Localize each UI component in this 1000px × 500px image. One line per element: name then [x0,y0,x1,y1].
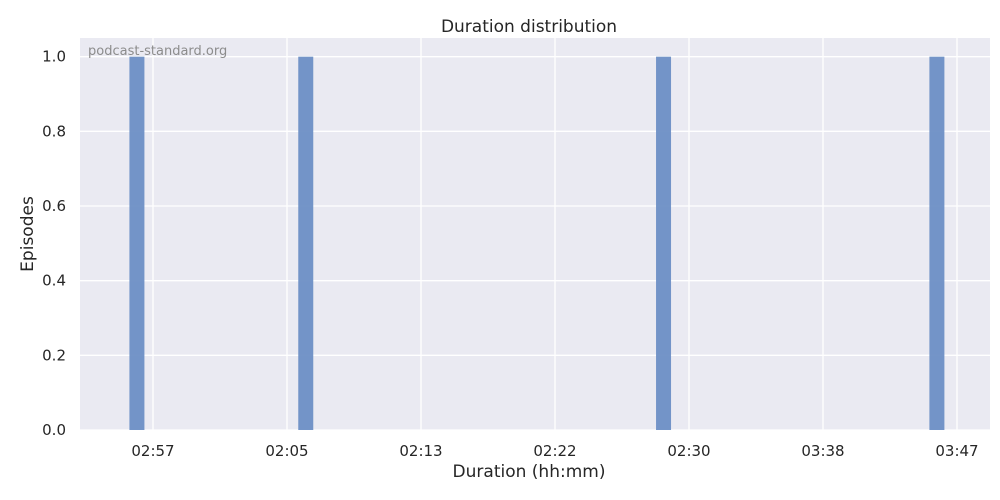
histogram-bar [298,56,314,431]
x-axis-ticks: 02:57 02:05 02:13 02:22 02:30 03:38 03:47 [131,442,978,460]
histogram-bar [929,56,945,431]
y-tick-label: 0.8 [42,122,66,140]
y-tick-label: 0.0 [42,421,66,439]
chart-title: Duration distribution [441,17,617,37]
x-tick-label: 02:13 [399,442,442,460]
x-tick-label: 02:22 [533,442,576,460]
x-tick-label: 02:05 [265,442,308,460]
y-tick-label: 0.6 [42,197,66,215]
grid-lines [80,38,990,431]
plot-area [80,38,990,430]
x-axis-title: Duration (hh:mm) [453,462,606,482]
x-tick-label: 03:47 [935,442,978,460]
histogram-bar [656,56,672,431]
y-tick-label: 0.2 [42,346,66,364]
histogram-bar [129,56,145,431]
x-tick-label: 02:30 [667,442,710,460]
bars [129,56,945,431]
watermark-label: podcast-standard.org [88,44,227,59]
y-axis-title: Episodes [18,196,38,272]
y-tick-label: 0.4 [42,272,66,290]
y-axis-ticks: 0.0 0.2 0.4 0.6 0.8 1.0 [42,48,66,439]
x-tick-label: 03:38 [801,442,844,460]
x-tick-label: 02:57 [131,442,174,460]
y-tick-label: 1.0 [42,48,66,66]
